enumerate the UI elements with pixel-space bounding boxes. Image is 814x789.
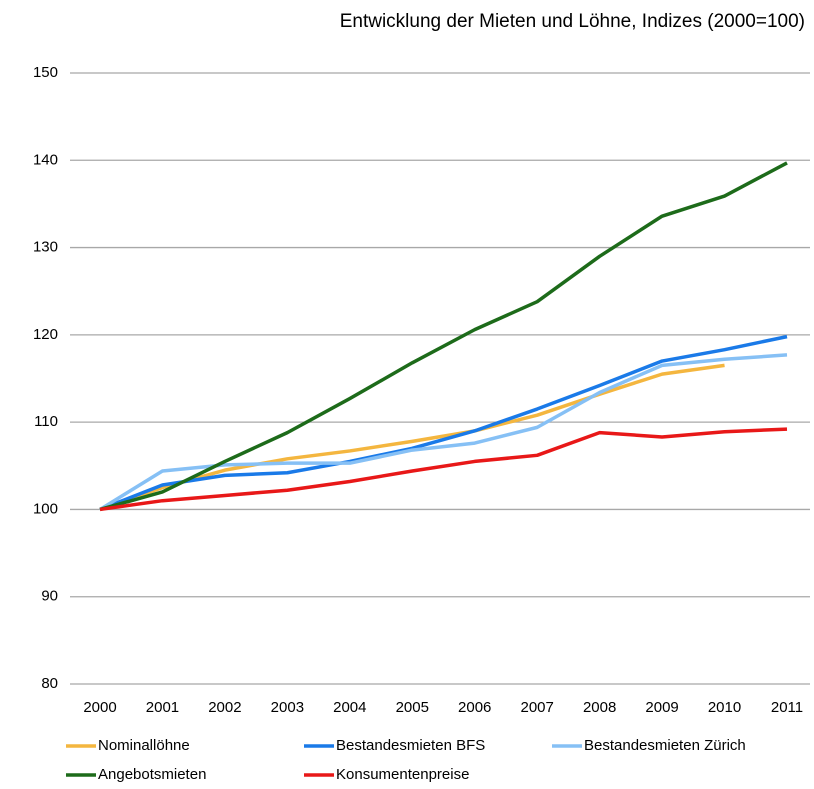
y-tick-label: 90 (41, 588, 58, 605)
y-tick-label: 130 (33, 239, 58, 256)
x-tick-label: 2001 (146, 699, 179, 716)
chart-title: Entwicklung der Mieten und Löhne, Indize… (340, 11, 805, 32)
series-line (99, 353, 788, 511)
series-line (99, 334, 788, 512)
y-tick-label: 140 (33, 151, 58, 168)
legend-label: Nominallöhne (98, 737, 190, 754)
x-tick-label: 2011 (771, 699, 803, 716)
y-tick-label: 80 (41, 675, 58, 692)
y-tick-label: 100 (33, 500, 58, 517)
x-tick-label: 2010 (708, 699, 741, 716)
series-line (99, 161, 788, 512)
x-tick-label: 2009 (645, 699, 678, 716)
y-tick-label: 110 (34, 413, 58, 430)
series-line (99, 427, 788, 512)
x-tick-label: 2006 (458, 699, 491, 716)
legend-label: Bestandesmieten BFS (336, 737, 485, 754)
x-tick-label: 2002 (208, 699, 241, 716)
legend-label: Konsumentenpreise (336, 766, 469, 783)
x-tick-label: 2000 (83, 699, 116, 716)
series-line (99, 363, 725, 512)
y-tick-label: 120 (33, 326, 58, 343)
y-tick-label: 150 (33, 64, 58, 81)
x-tick-label: 2005 (396, 699, 429, 716)
x-tick-label: 2003 (271, 699, 304, 716)
legend-label: Angebotsmieten (98, 766, 206, 783)
x-tick-label: 2008 (583, 699, 616, 716)
legend-label: Bestandesmieten Zürich (584, 737, 746, 754)
x-tick-label: 2007 (520, 699, 553, 716)
x-tick-label: 2004 (333, 699, 366, 716)
